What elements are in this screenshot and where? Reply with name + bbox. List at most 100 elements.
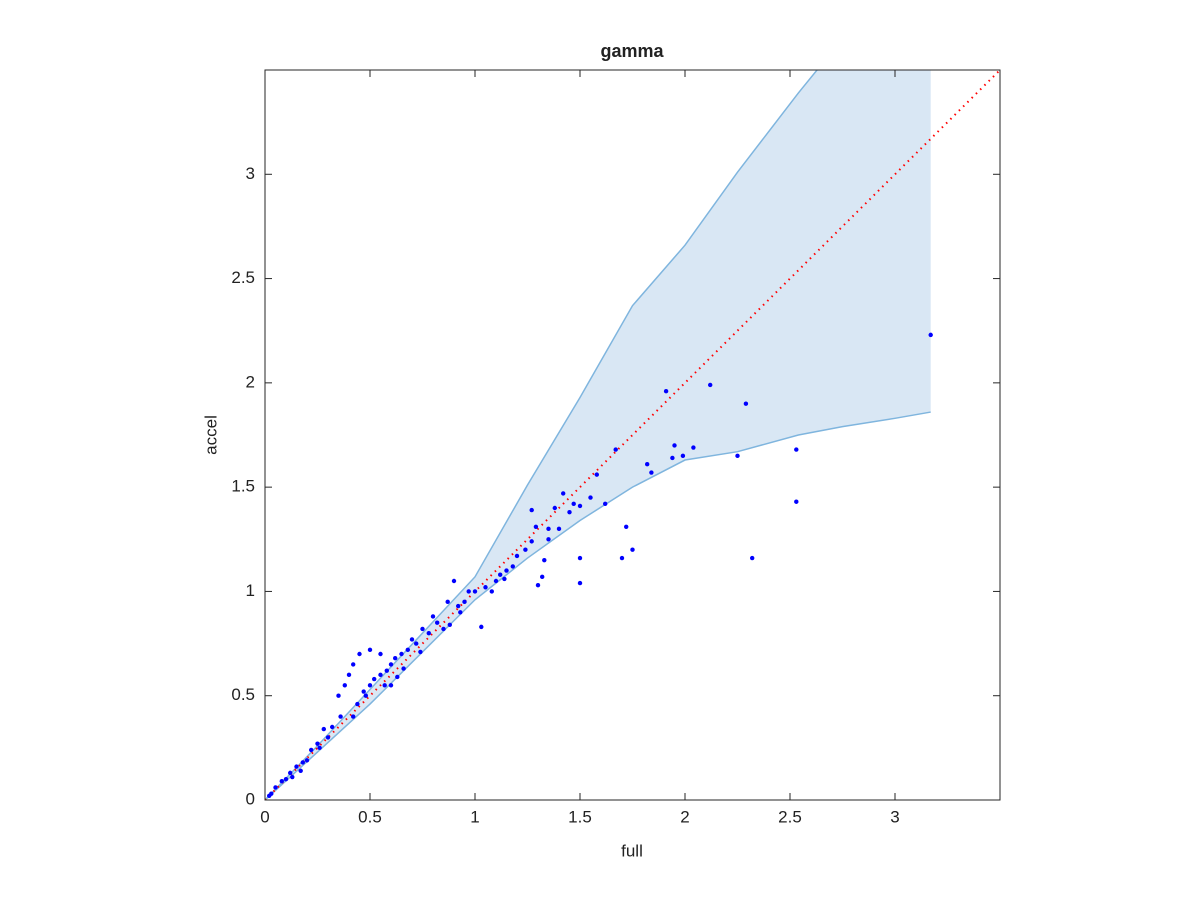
scatter-point xyxy=(588,495,593,500)
scatter-point xyxy=(603,501,608,507)
scatter-point xyxy=(529,507,534,513)
scatter-point xyxy=(351,714,356,719)
scatter-point xyxy=(514,553,520,559)
axes-box xyxy=(264,69,1001,801)
y-tick-label: 2.5 xyxy=(231,268,255,287)
scatter-point xyxy=(388,683,394,688)
x-tick-label: 0 xyxy=(260,807,269,826)
scatter-point xyxy=(367,683,373,688)
scatter-point xyxy=(567,509,572,515)
scatter-point xyxy=(794,447,799,452)
scatter-point xyxy=(649,470,654,475)
scatter-point xyxy=(483,585,488,590)
scatter-point xyxy=(298,768,303,773)
scatter-point xyxy=(504,568,509,573)
y-tick-label: 3 xyxy=(246,164,255,183)
scatter-point xyxy=(409,637,415,642)
scatter-point xyxy=(300,760,305,765)
band-upper-edge xyxy=(265,70,819,800)
scatter-point xyxy=(367,647,373,653)
x-tick-label: 2.5 xyxy=(778,807,802,826)
scatter-point xyxy=(388,662,394,667)
scatter-point xyxy=(613,447,618,452)
scatter-point xyxy=(556,526,562,532)
scatter-point xyxy=(288,770,293,776)
scatter-point xyxy=(462,599,467,605)
scatter-point xyxy=(743,401,749,406)
scatter-point xyxy=(447,622,452,627)
scatter-point xyxy=(330,724,335,730)
y-tick-label: 1 xyxy=(246,581,255,600)
scatter-point xyxy=(336,693,341,698)
scatter-point xyxy=(472,589,478,594)
scatter-point xyxy=(426,630,431,636)
scatter-point xyxy=(750,555,755,561)
y-tick-label: 2 xyxy=(246,372,255,391)
scatter-point xyxy=(540,574,545,580)
scatter-point xyxy=(418,649,423,655)
scatter-point xyxy=(430,614,436,619)
scatter-point xyxy=(315,741,320,746)
scatter-point xyxy=(523,547,528,552)
scatter-point xyxy=(479,624,484,630)
scatter-point xyxy=(382,683,387,688)
scatter-point xyxy=(466,589,471,594)
scatter-point xyxy=(561,491,566,496)
scatter-point xyxy=(325,735,331,740)
scatter-point xyxy=(355,701,360,707)
scatter-point xyxy=(456,603,461,609)
scatter-point xyxy=(645,462,650,467)
scatter-point xyxy=(372,676,377,682)
scatter-point xyxy=(405,647,410,653)
plot-area xyxy=(265,70,1000,800)
scatter-point xyxy=(357,651,362,657)
scatter-point xyxy=(304,758,310,763)
x-tick-label: 2 xyxy=(680,807,689,826)
scatter-point xyxy=(290,774,295,780)
scatter-point xyxy=(279,779,284,784)
scatter-point xyxy=(317,745,322,751)
scatter-point xyxy=(510,564,515,569)
scatter-point xyxy=(577,503,583,509)
scatter-point xyxy=(794,499,799,504)
y-tick-label: 1.5 xyxy=(231,477,255,496)
scatter-point xyxy=(577,555,583,561)
scatter-point xyxy=(321,726,326,732)
scatter-point xyxy=(502,576,507,582)
scatter-point xyxy=(630,547,635,552)
scatter-point xyxy=(309,747,314,753)
scatter-point xyxy=(378,651,383,657)
scatter-point xyxy=(445,599,450,605)
scatter-point xyxy=(401,666,406,671)
scatter-point xyxy=(498,572,503,577)
scatter-point xyxy=(395,674,400,680)
scatter-point xyxy=(393,655,398,661)
scatter-point xyxy=(441,626,446,632)
scatter-point xyxy=(552,505,557,511)
scatter-point xyxy=(708,382,713,388)
scatter-point xyxy=(435,620,440,625)
scatter-point xyxy=(672,443,677,448)
scatter-point xyxy=(489,589,494,594)
scatter-point xyxy=(594,472,599,477)
scatter-point xyxy=(577,580,583,586)
scatter-point xyxy=(533,524,539,529)
scatter-point xyxy=(399,651,404,657)
scatter-point xyxy=(680,453,686,459)
scatter-point xyxy=(384,668,389,673)
scatter-point xyxy=(414,641,419,646)
scatter-point xyxy=(294,764,299,769)
scatter-point xyxy=(535,582,541,588)
scatter-point xyxy=(493,578,499,584)
scatter-point xyxy=(546,537,551,542)
scatter-point xyxy=(420,626,425,632)
scatter-point xyxy=(624,524,629,529)
y-tick-label: 0.5 xyxy=(231,685,255,704)
scatter-point xyxy=(542,557,547,563)
x-tick-label: 1 xyxy=(470,807,479,826)
chart-title: gamma xyxy=(600,41,664,61)
scatter-point xyxy=(691,445,696,450)
band-area xyxy=(265,70,931,800)
axes: 0 0.5 1 1.5 2 2.5 3 0 0.5 1 1.5 2 2.5 3 xyxy=(231,69,1001,826)
